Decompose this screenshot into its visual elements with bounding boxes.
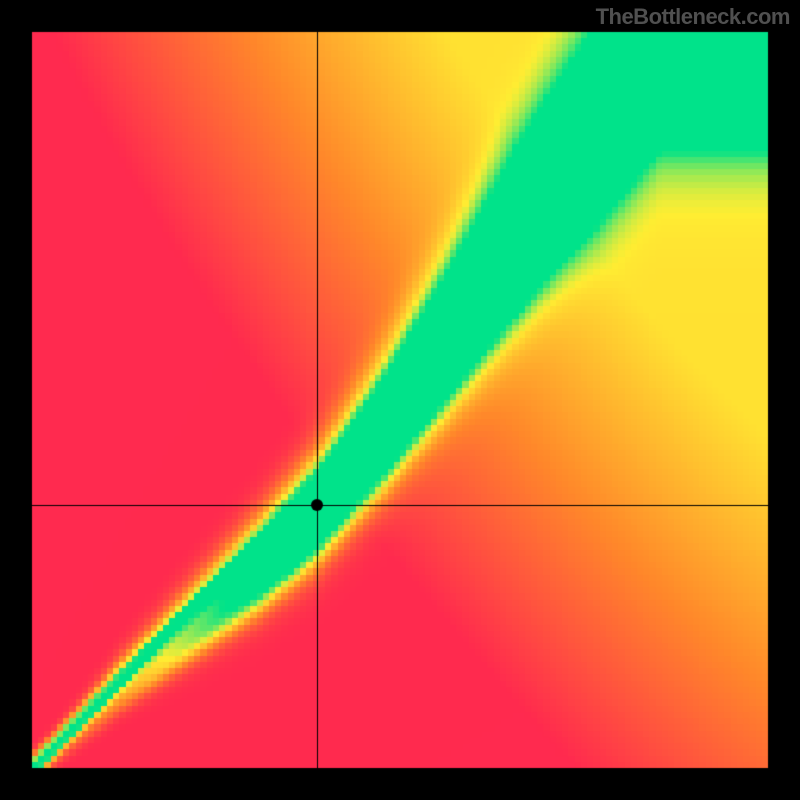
heatmap-canvas [0, 0, 800, 800]
chart-container: TheBottleneck.com [0, 0, 800, 800]
attribution-text: TheBottleneck.com [596, 4, 790, 30]
